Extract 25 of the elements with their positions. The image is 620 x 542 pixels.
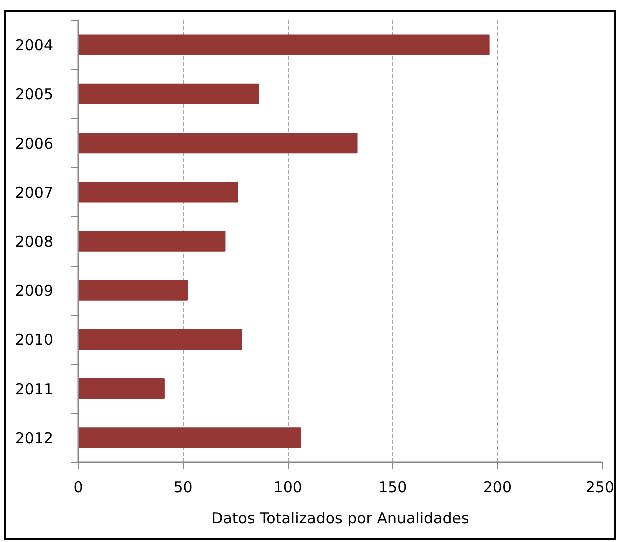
x-tick-label: 200 (483, 478, 512, 496)
bar (78, 84, 260, 104)
bar (78, 428, 302, 448)
y-tick-label: 2005 (15, 86, 54, 104)
x-tick-label: 150 (378, 478, 408, 496)
y-tick-label: 2012 (15, 429, 54, 448)
y-tick-label: 2010 (15, 331, 54, 350)
y-tick-label: 2004 (15, 36, 54, 55)
bar (78, 182, 238, 203)
x-tick-label: 100 (274, 478, 302, 496)
y-tick-label: 2008 (15, 233, 54, 251)
bar (78, 34, 490, 56)
x-tick-label: 0 (74, 478, 84, 496)
bar (78, 378, 165, 400)
y-tick-label: 2006 (15, 134, 54, 153)
y-tick-label: 2009 (15, 282, 54, 300)
x-tick-label: 250 (586, 478, 615, 496)
bar (78, 231, 226, 252)
y-tick-label: 2011 (15, 380, 54, 398)
bar (78, 132, 358, 154)
y-tick-label: 2007 (15, 184, 54, 202)
bar (78, 329, 242, 350)
x-tick-label: 50 (174, 478, 193, 496)
bar (78, 280, 188, 301)
x-axis-title: Datos Totalizados por Anualidades (212, 510, 470, 528)
